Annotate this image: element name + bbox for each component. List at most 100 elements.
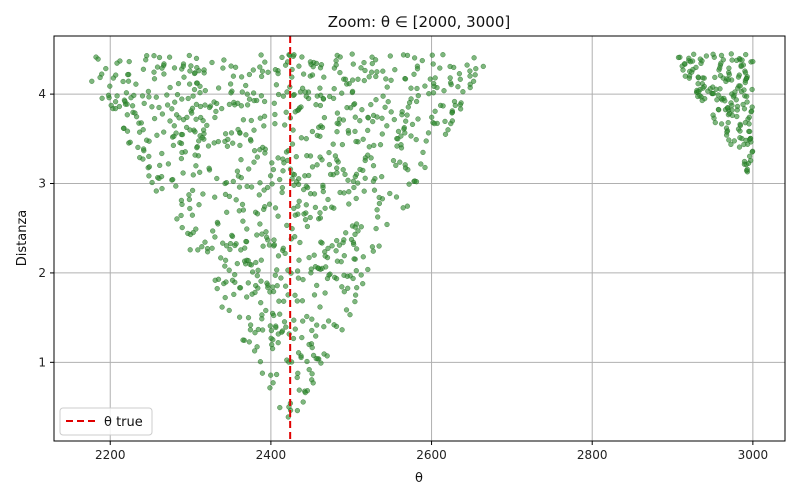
data-point (352, 114, 358, 120)
data-point (347, 312, 353, 318)
data-point (726, 137, 732, 143)
data-point (212, 234, 218, 240)
data-point (710, 90, 716, 97)
data-point (280, 245, 286, 251)
data-point (349, 77, 356, 83)
data-point (257, 221, 263, 227)
data-point (413, 136, 419, 143)
data-point (124, 112, 130, 118)
data-point (296, 63, 302, 69)
plot-area-frame (53, 35, 786, 442)
data-point (226, 267, 232, 273)
data-point (271, 242, 278, 248)
data-point (244, 102, 251, 108)
data-point (127, 139, 133, 145)
data-point (197, 90, 203, 96)
data-point (159, 185, 165, 192)
data-point (395, 136, 401, 142)
data-point (114, 93, 120, 99)
data-point (350, 61, 356, 67)
data-point (334, 165, 340, 171)
data-point (445, 127, 451, 133)
data-point (245, 280, 251, 286)
data-point (196, 138, 202, 144)
data-point (375, 214, 381, 220)
data-point (423, 138, 429, 144)
data-point (295, 350, 302, 356)
data-point (320, 184, 326, 191)
data-point (362, 175, 368, 181)
data-point (376, 243, 382, 249)
data-point (128, 95, 134, 101)
data-point (173, 130, 179, 136)
data-point (199, 244, 205, 250)
data-point (251, 159, 257, 165)
data-point (471, 55, 477, 61)
data-point (404, 52, 411, 59)
data-point (374, 207, 380, 213)
data-point (249, 269, 256, 275)
data-point (744, 166, 750, 172)
data-point (275, 91, 282, 98)
data-point (253, 259, 259, 266)
data-point (182, 149, 188, 155)
data-point (325, 318, 332, 324)
data-point (718, 60, 724, 66)
data-point (408, 96, 414, 102)
data-point (317, 154, 323, 160)
data-point (221, 57, 227, 63)
data-point (744, 99, 750, 105)
data-point (193, 226, 199, 232)
data-point (178, 197, 185, 204)
data-point (257, 64, 263, 70)
data-point (184, 114, 190, 121)
data-point (179, 224, 185, 231)
data-point (750, 58, 756, 65)
data-point (215, 221, 221, 227)
data-point (457, 102, 463, 108)
data-point (747, 128, 753, 135)
data-point (186, 81, 193, 87)
data-point (467, 84, 473, 91)
data-point (311, 252, 317, 258)
data-point (334, 110, 341, 116)
data-point (212, 194, 218, 200)
data-point (263, 229, 269, 235)
data-point (153, 188, 159, 194)
data-point (425, 130, 432, 136)
data-point (296, 105, 303, 111)
data-point (161, 129, 167, 135)
data-point (715, 92, 721, 98)
data-point (341, 190, 347, 196)
data-point (292, 212, 298, 218)
data-point (189, 110, 195, 116)
data-point (426, 91, 432, 97)
data-point (205, 143, 212, 149)
data-point (420, 149, 426, 156)
data-point (156, 104, 162, 111)
data-point (371, 187, 378, 193)
data-point (739, 57, 745, 63)
data-point (325, 245, 331, 252)
data-point (283, 109, 289, 115)
data-point (124, 128, 131, 134)
data-point (422, 83, 428, 89)
data-point (303, 136, 309, 142)
data-point (340, 117, 347, 123)
data-point (177, 140, 183, 146)
data-point (224, 143, 231, 149)
data-point (140, 156, 146, 162)
data-point (261, 98, 268, 105)
data-point (229, 277, 236, 283)
data-point (125, 71, 131, 78)
data-point (270, 380, 276, 386)
data-point (373, 97, 379, 103)
data-point (103, 65, 109, 72)
data-point (442, 131, 449, 137)
data-point (248, 138, 254, 144)
data-point (415, 93, 421, 99)
data-point (337, 54, 343, 60)
data-point (236, 314, 243, 320)
data-point (258, 93, 265, 99)
data-point (334, 129, 340, 135)
